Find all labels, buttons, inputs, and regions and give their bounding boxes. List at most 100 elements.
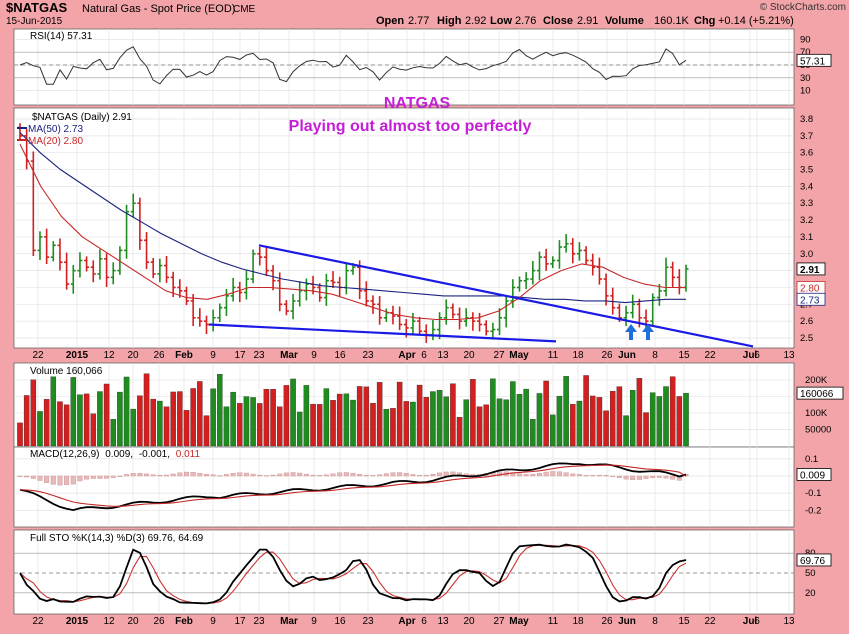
macd-histogram-bar <box>330 473 336 477</box>
volume-bar <box>50 376 57 447</box>
price-flag-box <box>796 262 826 276</box>
macd-histogram-bar <box>656 475 662 478</box>
macd-histogram-bar <box>517 473 523 477</box>
price-bar <box>30 151 36 256</box>
date-tick: May <box>509 616 529 627</box>
instrument-name: Natural Gas - Spot Price (EOD) <box>82 3 235 15</box>
macd-histogram-bar <box>117 475 123 477</box>
price-bar <box>257 246 263 266</box>
price-flag-box <box>796 292 826 306</box>
exchange-label: CME <box>233 4 256 15</box>
price-bar <box>104 253 110 287</box>
volume-bar <box>410 401 416 447</box>
date-tick: 9 <box>210 616 216 627</box>
date-tick: Jul <box>743 616 758 627</box>
price-bar <box>144 232 150 270</box>
volume-bar <box>510 381 516 447</box>
macd-histogram-bar <box>377 474 383 477</box>
trendline-upper <box>258 244 754 348</box>
macd-legend-signal: -0.001, <box>139 449 170 460</box>
ma50-legend: MA(50) 2.73 <box>28 124 83 135</box>
price-legend: $NATGAS (Daily) 2.91 <box>32 112 132 123</box>
price-bar <box>623 305 629 327</box>
volume-bar <box>556 395 563 447</box>
price-bar <box>656 283 662 306</box>
price-bar <box>250 249 256 284</box>
price-bar <box>97 249 103 280</box>
price-bar <box>164 255 170 283</box>
sto-flag: 69.76 <box>800 556 825 567</box>
price-bar <box>157 258 163 283</box>
price-tick: 3.1 <box>800 232 813 243</box>
volume-bar <box>57 401 63 447</box>
date-tick: 13 <box>437 616 449 627</box>
price-bar <box>57 238 63 271</box>
macd-histogram-bar <box>237 472 243 477</box>
price-bar <box>497 308 503 336</box>
macd-histogram-bar <box>497 471 503 477</box>
volume-bar <box>363 386 370 447</box>
date-tick: 13 <box>783 350 795 361</box>
date-tick: Mar <box>280 616 298 627</box>
quote-close-label: Close <box>543 15 573 27</box>
price-bar <box>483 320 489 336</box>
volume-bar <box>83 393 90 447</box>
macd-histogram-bar <box>570 473 576 477</box>
macd-histogram-bar <box>383 473 389 477</box>
macd-histogram-bar <box>77 475 83 482</box>
volume-bar <box>550 414 556 447</box>
volume-bar <box>583 375 589 447</box>
date-tick: Jul <box>743 350 758 361</box>
price-tick: 3.5 <box>800 165 813 176</box>
price-bar <box>197 308 203 327</box>
volume-bar <box>450 383 456 447</box>
macd-histogram-bar <box>650 475 656 478</box>
price-flag: 2.73 <box>800 295 820 306</box>
macd-histogram-bar <box>137 472 143 477</box>
volume-bar <box>190 388 196 447</box>
quote-low-label: Low <box>490 15 512 27</box>
macd-histogram-bar <box>303 473 309 477</box>
date-tick: Jun <box>618 616 636 627</box>
macd-histogram-bar <box>157 475 163 477</box>
macd-histogram-bar <box>603 475 609 477</box>
macd-histogram-bar <box>270 474 276 477</box>
macd-histogram-bar <box>290 472 296 477</box>
date-tick: 9 <box>210 350 216 361</box>
price-tick: 3.8 <box>800 114 813 125</box>
volume-bar <box>416 384 423 447</box>
volume-bar <box>616 386 623 447</box>
ma20-line <box>19 144 686 321</box>
price-bar <box>650 293 656 326</box>
price-bar <box>583 246 589 265</box>
volume-bar <box>516 393 523 447</box>
volume-bar <box>210 388 216 447</box>
price-bar <box>570 238 576 264</box>
price-bar <box>223 288 229 316</box>
up-arrow-icon <box>625 324 637 340</box>
price-bar <box>110 262 116 285</box>
symbol-label: $NATGAS <box>6 0 67 15</box>
price-bar <box>237 281 243 303</box>
date-tick: 27 <box>493 616 505 627</box>
date-tick: 17 <box>234 616 246 627</box>
price-bar <box>457 307 463 330</box>
price-bar <box>536 251 542 281</box>
date-tick: 11 <box>548 616 559 627</box>
date-label: 15-Jun-2015 <box>6 16 63 27</box>
volume-bar <box>636 378 643 447</box>
rsi-flag: 57.31 <box>800 56 825 67</box>
macd-histogram-bar <box>250 473 256 477</box>
price-bar <box>596 257 602 285</box>
date-tick: 6 <box>421 616 427 627</box>
volume-bar <box>37 411 43 447</box>
chart-content <box>17 46 754 605</box>
volume-bar <box>17 422 23 447</box>
volume-bar <box>590 395 596 447</box>
volume-bar <box>237 403 243 447</box>
volume-bar <box>403 401 410 447</box>
quote-high: 2.92 <box>465 15 486 27</box>
price-bar <box>44 228 50 265</box>
